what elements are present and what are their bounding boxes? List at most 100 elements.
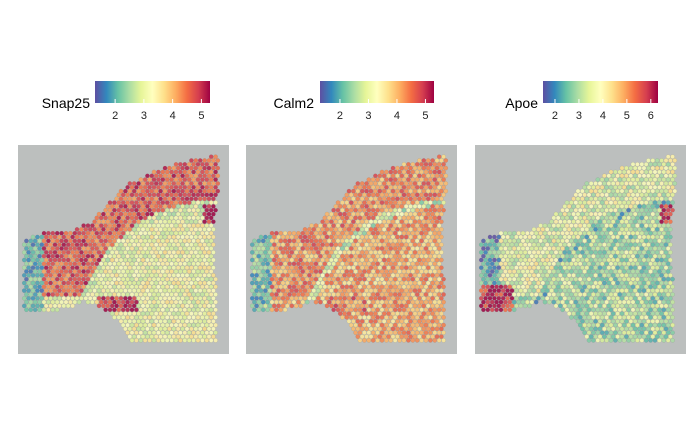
expression-spot xyxy=(48,250,53,255)
expression-spot xyxy=(206,165,212,171)
expression-spot xyxy=(390,165,396,171)
expression-spot xyxy=(593,326,598,332)
expression-spot xyxy=(348,276,354,282)
expression-spot xyxy=(562,288,568,293)
expression-spot xyxy=(597,188,603,194)
expression-spot xyxy=(131,334,137,339)
expression-spot xyxy=(520,230,526,236)
expression-spot xyxy=(362,307,367,313)
expression-spot xyxy=(195,215,201,221)
expression-spot xyxy=(381,234,387,240)
expression-spot xyxy=(112,307,117,313)
expression-spot xyxy=(311,257,317,263)
expression-spot xyxy=(377,219,383,224)
expression-spot xyxy=(591,292,596,297)
expression-spot xyxy=(619,303,625,309)
expression-spot xyxy=(256,276,262,282)
expression-spot xyxy=(366,177,372,182)
expression-spot xyxy=(167,165,172,171)
expression-spot xyxy=(403,334,409,339)
expression-spot xyxy=(293,250,299,255)
expression-spot xyxy=(599,200,605,205)
expression-spot xyxy=(621,307,627,313)
expression-spot xyxy=(617,307,623,313)
expression-spot xyxy=(125,192,130,198)
expression-spot xyxy=(573,192,579,198)
expression-spot xyxy=(267,280,273,286)
expression-spot xyxy=(419,177,424,182)
expression-spot xyxy=(514,234,519,240)
expression-spot xyxy=(202,165,207,171)
expression-spot xyxy=(604,200,609,205)
expression-spot xyxy=(136,303,141,309)
expression-spot xyxy=(357,322,363,328)
expression-spot xyxy=(57,273,62,278)
expression-spot xyxy=(516,253,521,259)
expression-spot xyxy=(635,200,640,205)
expression-spot xyxy=(652,253,658,259)
expression-spot xyxy=(123,188,128,194)
expression-spot xyxy=(340,269,345,274)
expression-spot xyxy=(599,177,605,182)
expression-spot xyxy=(368,265,374,270)
expression-spot xyxy=(114,311,119,316)
expression-spot xyxy=(184,242,190,247)
expression-spot xyxy=(373,250,378,255)
expression-spot xyxy=(436,284,442,290)
expression-spot xyxy=(351,204,356,209)
expression-spot xyxy=(428,177,433,182)
expression-spot xyxy=(665,284,671,290)
expression-spot xyxy=(204,299,210,305)
expression-spot xyxy=(346,234,352,240)
expression-spot xyxy=(258,265,264,270)
expression-spot xyxy=(641,303,647,309)
expression-spot xyxy=(98,276,104,282)
expression-spot xyxy=(599,207,605,213)
expression-spot xyxy=(613,322,618,328)
expression-spot xyxy=(162,280,168,286)
expression-spot xyxy=(384,292,389,297)
expression-spot xyxy=(118,204,124,209)
expression-spot xyxy=(606,250,612,255)
expression-spot xyxy=(604,238,609,244)
expression-spot xyxy=(351,211,356,217)
expression-spot xyxy=(412,211,418,217)
expression-spot xyxy=(531,273,537,278)
expression-spot xyxy=(114,257,119,263)
expression-spot xyxy=(215,188,221,194)
expression-spot xyxy=(626,292,631,297)
expression-spot xyxy=(624,188,629,194)
expression-spot xyxy=(184,288,190,293)
expression-spot xyxy=(344,315,350,320)
expression-spot xyxy=(615,288,620,293)
expression-spot xyxy=(648,185,653,190)
expression-spot xyxy=(191,269,196,274)
expression-spot xyxy=(410,338,416,343)
expression-spot xyxy=(293,296,299,301)
expression-spot xyxy=(421,326,427,332)
expression-spot xyxy=(379,253,385,259)
expression-spot xyxy=(180,219,185,224)
expression-spot xyxy=(74,257,80,263)
expression-spot xyxy=(639,307,645,313)
expression-spot xyxy=(395,265,400,270)
expression-spot xyxy=(127,311,133,316)
expression-spot xyxy=(211,280,216,286)
expression-spot xyxy=(131,188,137,194)
expression-spot xyxy=(432,276,438,282)
expression-spot xyxy=(252,238,257,244)
expression-spot xyxy=(668,250,673,255)
expression-spot xyxy=(602,188,607,194)
expression-spot xyxy=(46,284,51,290)
expression-spot xyxy=(249,296,255,301)
expression-spot xyxy=(569,215,574,221)
expression-spot xyxy=(610,204,616,209)
expression-spot xyxy=(648,284,653,290)
expression-spot xyxy=(626,307,631,313)
expression-spot xyxy=(96,303,102,309)
expression-spot xyxy=(503,261,508,267)
expression-spot xyxy=(197,303,203,309)
expression-spot xyxy=(507,238,513,244)
expression-spot xyxy=(298,288,303,293)
expression-spot xyxy=(180,334,185,339)
